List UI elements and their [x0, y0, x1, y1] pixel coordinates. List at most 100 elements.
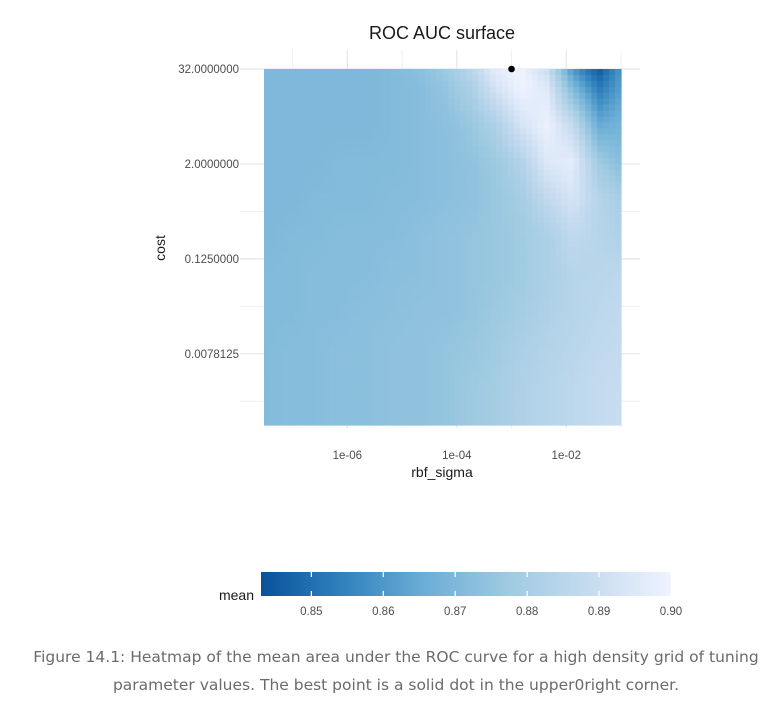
heatmap-tile: [436, 199, 444, 207]
heatmap-tile: [573, 318, 580, 325]
heatmap-tile: [317, 217, 325, 224]
heatmap-tile: [531, 140, 539, 147]
heatmap-tile: [567, 193, 574, 201]
heatmap-tile: [347, 336, 354, 343]
heatmap-tile: [424, 187, 432, 195]
heatmap-tile: [406, 104, 414, 112]
heatmap-tile: [347, 140, 354, 147]
heatmap-tile: [567, 211, 574, 218]
heatmap-tile: [442, 294, 450, 301]
heatmap-tile: [585, 413, 592, 420]
heatmap-tile: [394, 252, 402, 260]
heatmap-tile: [264, 282, 271, 290]
heatmap-tile: [317, 211, 325, 218]
heatmap-tile: [383, 407, 390, 414]
heatmap-tile: [442, 181, 450, 189]
heatmap-tile: [412, 407, 420, 414]
heatmap-tile: [335, 235, 342, 242]
heatmap-tile: [555, 282, 563, 290]
heatmap-tile: [555, 312, 563, 319]
heatmap-tile: [347, 146, 354, 153]
heatmap-tile: [436, 306, 444, 313]
heatmap-tile: [418, 229, 426, 236]
heatmap-tile: [597, 252, 604, 260]
heatmap-tile: [269, 217, 277, 224]
heatmap-tile: [579, 74, 586, 82]
heatmap-tile: [293, 217, 301, 224]
heatmap-tile: [383, 152, 390, 159]
heatmap-tile: [394, 128, 402, 135]
heatmap-tile: [478, 407, 485, 414]
heatmap-tile: [573, 181, 580, 189]
heatmap-tile: [275, 229, 283, 236]
heatmap-tile: [347, 152, 354, 159]
heatmap-tile: [335, 74, 342, 82]
heatmap-tile: [513, 158, 521, 165]
heatmap-tile: [311, 140, 319, 147]
heatmap-tile: [287, 74, 295, 82]
heatmap-tile: [287, 300, 295, 307]
heatmap-tile: [323, 235, 331, 242]
heatmap-tile: [430, 80, 438, 88]
heatmap-tile: [561, 69, 569, 76]
heatmap-tile: [531, 383, 539, 390]
heatmap-tile: [472, 318, 479, 325]
heatmap-tile: [525, 69, 533, 76]
heatmap-tile: [597, 288, 604, 296]
heatmap-tile: [525, 252, 533, 260]
heatmap-tile: [275, 223, 283, 230]
heatmap-tile: [537, 276, 545, 284]
heatmap-tile: [436, 235, 444, 242]
heatmap-tile: [317, 86, 325, 94]
heatmap-tile: [311, 336, 319, 343]
heatmap-tile: [442, 377, 450, 385]
heatmap-tile: [615, 288, 622, 296]
heatmap-tile: [513, 359, 521, 367]
heatmap-tile: [430, 341, 438, 349]
heatmap-tile: [323, 419, 331, 426]
heatmap-tile: [537, 318, 545, 325]
heatmap-tile: [478, 217, 485, 224]
heatmap-tile: [490, 371, 497, 379]
x-axis: 1e-06 1e-04 1e-02: [333, 450, 581, 462]
heatmap-tile: [430, 193, 438, 201]
heatmap-tile: [597, 377, 604, 385]
heatmap-tile: [287, 353, 295, 361]
heatmap-tile: [567, 258, 574, 266]
heatmap-tile: [388, 288, 396, 296]
heatmap-tile: [555, 347, 563, 355]
heatmap-tile: [341, 235, 348, 242]
heatmap-tile: [377, 383, 384, 390]
heatmap-tile: [496, 122, 503, 129]
heatmap-tile: [585, 389, 592, 396]
heatmap-tile: [353, 336, 360, 343]
heatmap-tile: [484, 377, 491, 385]
heatmap-tile: [400, 389, 408, 396]
heatmap-tile: [281, 92, 289, 100]
heatmap-tile: [365, 377, 372, 385]
heatmap-tile: [383, 258, 390, 266]
heatmap-tile: [609, 122, 616, 129]
heatmap-tile: [615, 187, 622, 195]
heatmap-tile: [412, 110, 420, 118]
heatmap-tile: [555, 205, 563, 212]
heatmap-tile: [365, 330, 372, 337]
heatmap-tile: [305, 80, 313, 88]
heatmap-tile: [442, 80, 450, 88]
heatmap-tile: [317, 306, 325, 313]
heatmap-tile: [275, 235, 283, 242]
heatmap-tile: [549, 264, 557, 272]
heatmap-tile: [323, 324, 331, 331]
heatmap-tile: [424, 241, 432, 248]
heatmap-tile: [561, 330, 569, 337]
heatmap-tile: [293, 407, 301, 414]
heatmap-tile: [502, 175, 509, 183]
heatmap-tile: [275, 395, 283, 402]
heatmap-tile: [323, 312, 331, 319]
heatmap-tile: [383, 294, 390, 301]
heatmap-tile: [484, 371, 491, 379]
heatmap-tile: [412, 193, 420, 201]
heatmap-tile: [543, 413, 551, 420]
heatmap-tile: [347, 413, 354, 420]
heatmap-tile: [394, 371, 402, 379]
